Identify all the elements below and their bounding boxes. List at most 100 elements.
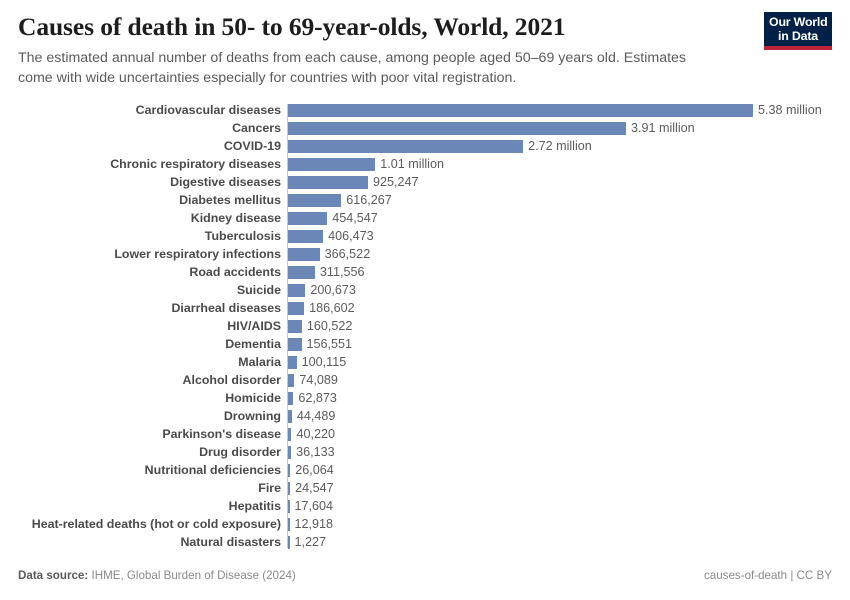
bar-value-label: 366,522: [324, 247, 371, 261]
bar-row[interactable]: Chronic respiratory diseases 1.01 million: [0, 155, 850, 173]
bar-value-label: 62,873: [298, 391, 337, 405]
bar-row[interactable]: Dementia 156,551: [0, 335, 850, 353]
our-world-in-data-logo[interactable]: Our World in Data: [764, 12, 832, 50]
bar[interactable]: [288, 193, 342, 207]
bar-row[interactable]: Fire 24,547: [0, 479, 850, 497]
bar-track: 26,064: [288, 461, 848, 479]
bar-row[interactable]: HIV/AIDS 160,522: [0, 317, 850, 335]
bar-track: 17,604: [288, 497, 848, 515]
bar-category-label: Cancers: [232, 121, 281, 135]
bar[interactable]: [288, 409, 292, 423]
bar-value-label: 100,115: [301, 355, 347, 369]
bar-value-label: 44,489: [296, 409, 336, 423]
bar-row[interactable]: Nutritional deficiencies 26,064: [0, 461, 850, 479]
bar[interactable]: [288, 121, 626, 135]
bar[interactable]: [288, 391, 294, 405]
bar-row[interactable]: COVID-19 2.72 million: [0, 137, 850, 155]
bar-category-label: Suicide: [236, 283, 281, 297]
bar-category-label: Fire: [258, 481, 281, 495]
bar-row[interactable]: Suicide 200,673: [0, 281, 850, 299]
y-axis-line: [287, 104, 288, 548]
bar-track: 200,673: [288, 281, 848, 299]
bar-row[interactable]: Natural disasters 1,227: [0, 533, 850, 551]
bar[interactable]: [288, 355, 297, 369]
bar[interactable]: [288, 535, 290, 549]
bar[interactable]: [288, 139, 524, 153]
bar-value-label: 3.91 million: [630, 121, 695, 135]
bar[interactable]: [288, 103, 753, 117]
bar-value-label: 1.01 million: [380, 157, 444, 171]
bar[interactable]: [288, 445, 292, 459]
bar-row[interactable]: Homicide 62,873: [0, 389, 850, 407]
bar-category-label: Cardiovascular diseases: [135, 103, 281, 117]
bar-category-label: Alcohol disorder: [182, 373, 281, 387]
bar-row[interactable]: Digestive diseases 925,247: [0, 173, 850, 191]
bar-row[interactable]: Kidney disease 454,547: [0, 209, 850, 227]
bar[interactable]: [288, 463, 291, 477]
bar[interactable]: [288, 229, 324, 243]
bar-track: 186,602: [288, 299, 848, 317]
bar[interactable]: [288, 283, 306, 297]
bar[interactable]: [288, 247, 320, 261]
bar-category-label: Chronic respiratory diseases: [110, 157, 281, 171]
bar-chart: Cardiovascular diseases 5.38 million Cance…: [0, 101, 850, 549]
bar-track: 1.01 million: [288, 155, 848, 173]
bar[interactable]: [288, 427, 292, 441]
bar[interactable]: [288, 175, 368, 189]
bar-value-label: 36,133: [296, 445, 335, 459]
bar-row[interactable]: Cancers 3.91 million: [0, 119, 850, 137]
bar[interactable]: [288, 211, 328, 225]
bar-track: 616,267: [288, 191, 848, 209]
bar-track: 925,247: [288, 173, 848, 191]
bar-row[interactable]: Malaria 100,115: [0, 353, 850, 371]
bar-row[interactable]: Drowning 44,489: [0, 407, 850, 425]
chart-subtitle: The estimated annual number of deaths fr…: [18, 50, 687, 86]
bar-value-label: 616,267: [346, 193, 392, 207]
license-note[interactable]: causes-of-death | CC BY: [703, 569, 832, 582]
bar-track: 12,918: [288, 515, 848, 533]
bar-row[interactable]: Drug disorder 36,133: [0, 443, 850, 461]
bar-track: 366,522: [288, 245, 848, 263]
logo-line-1: Our World: [769, 15, 828, 29]
data-source: Data source: IHME, Global Burden of Dise…: [18, 568, 296, 584]
bar-row[interactable]: Heat-related deaths (hot or cold exposur…: [0, 515, 850, 533]
bar-row[interactable]: Diarrheal diseases 186,602: [0, 299, 850, 317]
bar[interactable]: [288, 265, 315, 279]
bar-row[interactable]: Diabetes mellitus 616,267: [0, 191, 850, 209]
bar-category-label: Diarrheal diseases: [171, 301, 281, 315]
bar-row[interactable]: Road accidents 311,556: [0, 263, 850, 281]
bar[interactable]: [288, 517, 290, 531]
bar-row[interactable]: Lower respiratory infections 366,522: [0, 245, 850, 263]
bar[interactable]: [288, 337, 302, 351]
bar-row[interactable]: Tuberculosis 406,473: [0, 227, 850, 245]
bar[interactable]: [288, 481, 291, 495]
bar-value-label: 5.38 million: [758, 103, 822, 117]
bar-category-label: Natural disasters: [180, 535, 281, 549]
bar[interactable]: [288, 499, 290, 513]
bar-rows: Cardiovascular diseases 5.38 million Cance…: [0, 101, 850, 551]
bar-track: 156,551: [288, 335, 848, 353]
bar[interactable]: [288, 157, 376, 171]
bar-category-label: Drug disorder: [199, 445, 281, 459]
bar-category-label: Parkinson's disease: [162, 427, 281, 441]
bar-value-label: 40,220: [296, 427, 335, 441]
bar-category-label: Kidney disease: [190, 211, 281, 225]
bar-track: 406,473: [288, 227, 848, 245]
bar-category-label: Drowning: [223, 409, 281, 423]
bar-value-label: 17,604: [294, 499, 334, 513]
bar-row[interactable]: Hepatitis 17,604: [0, 497, 850, 515]
bar-row[interactable]: Cardiovascular diseases 5.38 million: [0, 101, 850, 119]
data-source-text: IHME, Global Burden of Disease (2024): [91, 569, 296, 582]
bar-row[interactable]: Alcohol disorder 74,089: [0, 371, 850, 389]
data-source-prefix: Data source:: [18, 569, 89, 582]
bar-category-label: Tuberculosis: [204, 229, 281, 243]
bar[interactable]: [288, 301, 305, 315]
bar[interactable]: [288, 373, 295, 387]
bar-category-label: Diabetes mellitus: [179, 193, 281, 207]
bar-track: 3.91 million: [288, 119, 848, 137]
bar-category-label: Heat-related deaths (hot or cold exposur…: [31, 517, 281, 531]
bar[interactable]: [288, 319, 302, 333]
bar-row[interactable]: Parkinson's disease 40,220: [0, 425, 850, 443]
chart-footer: Data source: IHME, Global Burden of Dise…: [18, 568, 832, 584]
